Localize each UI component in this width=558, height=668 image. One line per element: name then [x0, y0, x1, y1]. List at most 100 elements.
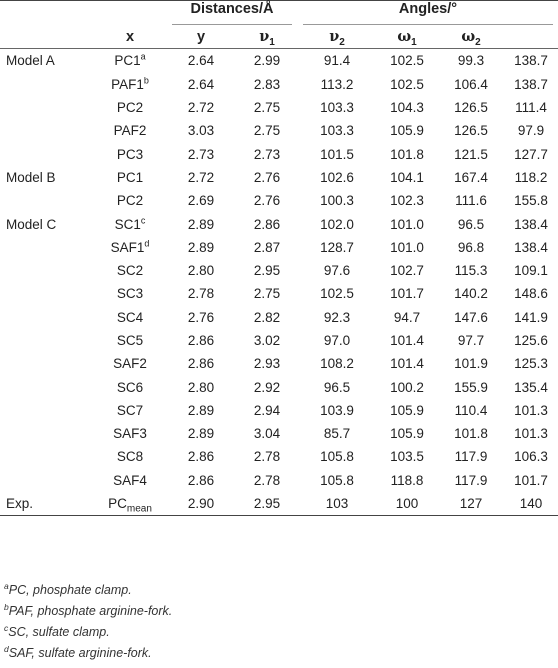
table-row: SC3 2.78 2.75 102.5 101.7 140.2 148.6 [0, 282, 558, 305]
table-cell: 97.0 [323, 333, 351, 348]
col-header-omega1: ω1 [376, 25, 438, 50]
table-cell: 101.9 [454, 356, 488, 372]
table-row: SAF3 2.89 3.04 85.7 105.9 101.8 101.3 [0, 422, 558, 445]
table-cell: 100.3 [320, 193, 354, 209]
table-cell: 105.9 [390, 426, 424, 442]
table-cell: 2.86 [253, 216, 281, 232]
table-cell: 2.90 [166, 491, 236, 517]
table-cell: 105.8 [320, 472, 354, 488]
row-model-label [0, 422, 94, 445]
table-row: PC3 2.73 2.73 101.5 101.8 121.5 127.7 [0, 142, 558, 165]
table-cell: 105.9 [390, 123, 424, 139]
table-cell: 105.8 [320, 449, 354, 465]
table-cell: 155.8 [514, 193, 548, 209]
table-cell: 108.2 [320, 356, 354, 372]
table-cell: 101.7 [514, 472, 548, 488]
table-cell: 102.5 [320, 286, 354, 302]
table-cell: 3.04 [253, 426, 281, 442]
table-cell: 99.3 [457, 53, 485, 69]
row-x-label: SAF3 [113, 426, 147, 442]
table-cell: 101.5 [320, 146, 354, 162]
group-header-angles: Angles/° [298, 1, 558, 25]
table-cell: 167.4 [454, 169, 488, 185]
table-cell: 111.4 [515, 100, 547, 116]
table-row: SC2 2.80 2.95 97.6 102.7 115.3 109.1 [0, 259, 558, 282]
table-cell: 138.4 [514, 216, 548, 232]
row-model-label [0, 142, 94, 165]
row-x-label: SAF1d [110, 238, 150, 255]
group-header-distances: Distances/Å [166, 1, 298, 25]
table-cell: 101.3 [514, 426, 548, 442]
table-cell: 102.5 [390, 76, 424, 92]
table-cell: 113.2 [320, 76, 354, 92]
column-header-row: x y ν1 ν2 ω1 ω2 [0, 25, 558, 50]
table-row: SC5 2.86 3.02 97.0 101.4 97.7 125.6 [0, 329, 558, 352]
table-row: Model A PC1a 2.64 2.99 91.4 102.5 99.3 138.7 [0, 49, 558, 73]
table-cell: 105.9 [390, 402, 424, 418]
table-cell: 2.80 [187, 379, 215, 395]
table-row: SAF4 2.86 2.78 105.8 118.8 117.9 101.7 [0, 469, 558, 492]
table-cell: 2.76 [253, 169, 281, 185]
table-cell: 109.1 [514, 263, 548, 279]
table-cell: 101.4 [390, 333, 424, 348]
table-cell: 94.7 [393, 309, 421, 325]
col-header-nu2: ν2 [298, 25, 376, 50]
table-cell: 135.4 [514, 379, 548, 395]
table-row: SC6 2.80 2.92 96.5 100.2 155.9 135.4 [0, 375, 558, 398]
row-x-label: PC2 [116, 100, 144, 116]
table-cell: 2.86 [187, 333, 215, 348]
table-cell: 2.87 [253, 239, 281, 255]
col-header-y: y [166, 25, 236, 50]
table-cell: 138.7 [514, 76, 548, 92]
table-cell: 2.82 [253, 309, 281, 325]
table-cell: 138.7 [514, 53, 548, 69]
table-row: Exp. PCmean 2.90 2.95 103 100 127 140 [0, 491, 558, 517]
table-cell: 2.86 [187, 472, 215, 488]
row-x-label: SC4 [116, 309, 144, 325]
table-cell: 111.6 [455, 193, 487, 209]
table-cell: 125.3 [514, 356, 548, 372]
row-x-label: PC1a [114, 51, 146, 69]
table-cell: 118.2 [514, 169, 548, 185]
table-cell: 92.3 [323, 309, 351, 325]
table-row: SC4 2.76 2.82 92.3 94.7 147.6 141.9 [0, 306, 558, 329]
table-row: SAF2 2.86 2.93 108.2 101.4 101.9 125.3 [0, 352, 558, 375]
col-header-last [504, 25, 558, 50]
row-x-label: SC6 [116, 379, 144, 395]
table-cell: 102.7 [390, 263, 424, 279]
table-cell: 103 [298, 491, 376, 517]
row-model-label [0, 96, 94, 119]
table-cell: 110.4 [454, 402, 488, 418]
table-cell: 102.0 [320, 216, 354, 232]
row-model-label [0, 375, 94, 398]
row-model-label [0, 329, 94, 352]
table-cell: 126.5 [454, 100, 488, 116]
col-header-nu1: ν1 [236, 25, 298, 50]
table-cell: 155.9 [454, 379, 488, 395]
table-cell: 96.8 [457, 239, 485, 255]
row-model-label [0, 259, 94, 282]
table-cell: 127 [438, 491, 504, 517]
row-model-label [0, 119, 94, 142]
table-cell: 104.3 [390, 100, 424, 116]
table-cell: 2.93 [253, 356, 281, 372]
table-cell: 125.6 [514, 333, 548, 348]
col-header-omega2: ω2 [438, 25, 504, 50]
table-cell: 141.9 [514, 309, 548, 325]
row-x-label: SC8 [116, 449, 144, 465]
table-body: Model A PC1a 2.64 2.99 91.4 102.5 99.3 138.7 PAF… [0, 49, 558, 517]
table-cell: 101.7 [390, 286, 424, 302]
table-cell: 2.73 [187, 146, 215, 162]
table-cell: 2.78 [253, 472, 281, 488]
row-x-label: SAF2 [113, 356, 147, 372]
row-model-label [0, 236, 94, 259]
table-cell: 138.4 [514, 239, 548, 255]
table-cell: 103.3 [320, 123, 354, 139]
table-cell: 118.8 [390, 472, 424, 488]
table-cell: 140.2 [454, 286, 488, 302]
table-cell: 127.7 [514, 146, 548, 162]
table-cell: 101.8 [454, 426, 488, 442]
table-cell: 3.02 [253, 333, 281, 348]
table-cell: 2.78 [187, 286, 215, 302]
table-cell: 102.6 [320, 169, 354, 185]
